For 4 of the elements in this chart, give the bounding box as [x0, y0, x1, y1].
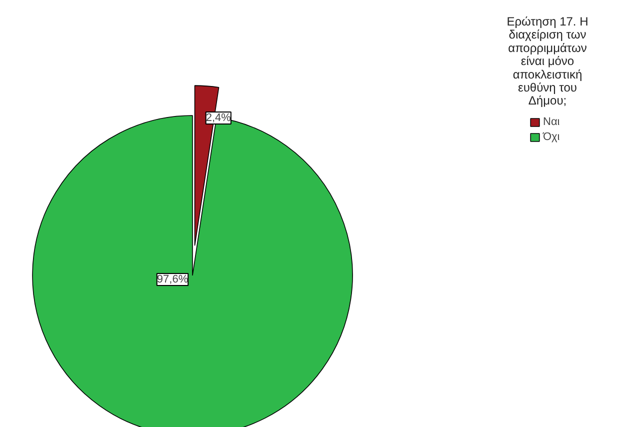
- legend-label: Όχι: [543, 131, 561, 143]
- legend-title: Ερώτηση 17. Η διαχείριση των απορριμμάτων είναι μόνο αποκλειστική ευθύνη του Δήμου;: [506, 14, 588, 108]
- legend-label: Ναι: [543, 116, 561, 128]
- data-label: 2,4%: [206, 112, 232, 124]
